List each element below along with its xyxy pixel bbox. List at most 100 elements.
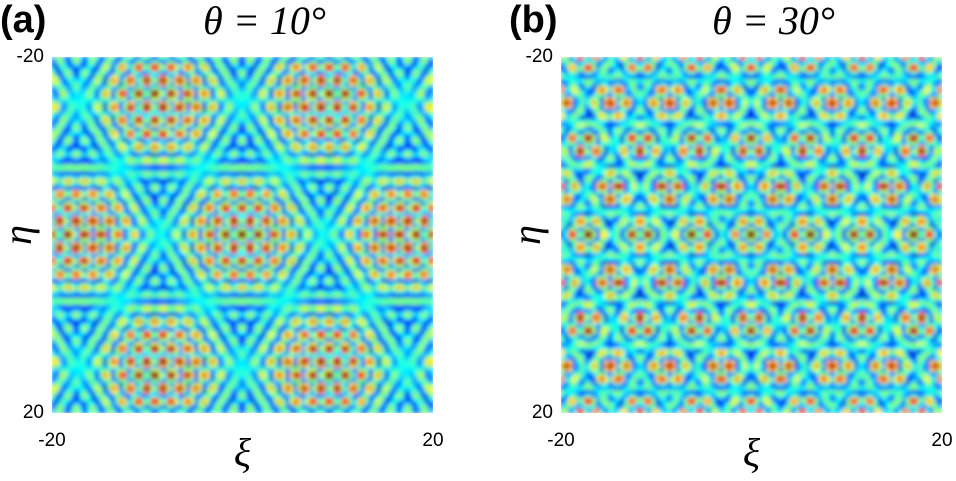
heatmap-cell (107, 368, 113, 373)
heatmap-cell (99, 312, 105, 318)
heatmap-cell (130, 323, 136, 329)
heatmap-cell (118, 108, 124, 114)
heatmap-cell (95, 393, 101, 399)
heatmap-cell (67, 393, 73, 399)
heatmap-cell (122, 86, 128, 91)
heatmap-cell (59, 293, 65, 299)
heatmap-cell (150, 164, 156, 169)
heatmap-cell (87, 353, 93, 358)
heatmap-cell (59, 227, 65, 232)
heatmap-cell (142, 152, 148, 158)
heatmap-cell (59, 401, 65, 407)
heatmap-cell (126, 375, 132, 381)
heatmap-cell (75, 264, 81, 269)
heatmap-cell (95, 245, 101, 251)
heatmap-cell (150, 393, 156, 399)
heatmap-cell (75, 304, 81, 310)
heatmap-cell (99, 375, 105, 381)
heatmap-cell (71, 208, 77, 214)
heatmap-cell (67, 104, 73, 110)
heatmap-cell (91, 182, 97, 188)
heatmap-cell (130, 279, 136, 284)
heatmap-cell (55, 112, 61, 117)
heatmap-cell (87, 379, 93, 384)
heatmap-cell (146, 249, 152, 255)
heatmap-cell (150, 253, 156, 258)
heatmap-cell (63, 115, 69, 121)
heatmap-cell (122, 253, 128, 258)
heatmap-cell (75, 152, 81, 158)
heatmap-cell (71, 112, 77, 117)
heatmap-cell (150, 375, 156, 381)
heatmap-cell (87, 267, 93, 273)
heatmap-cell (115, 345, 120, 351)
heatmap-cell (122, 375, 128, 381)
heatmap-cell (134, 119, 140, 125)
heatmap-cell (126, 334, 132, 340)
heatmap-cell (87, 319, 93, 325)
heatmap-cell (95, 152, 101, 158)
heatmap-cell (130, 371, 136, 377)
heatmap-cell (111, 293, 116, 299)
heatmap-cell (52, 234, 57, 240)
heatmap-cell (55, 67, 61, 73)
heatmap-cell (103, 115, 109, 121)
heatmap-cell (122, 316, 128, 321)
heatmap-cell (142, 71, 148, 77)
heatmap-cell (107, 86, 113, 91)
heatmap-cell (107, 349, 113, 355)
heatmap-cell (91, 241, 97, 247)
heatmap-cell (67, 223, 73, 229)
heatmap-cell (52, 190, 57, 195)
heatmap-cell (95, 379, 101, 384)
heatmap-cell (95, 193, 101, 199)
heatmap-cell (75, 82, 81, 88)
heatmap-cell (134, 390, 140, 395)
heatmap-cell (146, 138, 152, 143)
heatmap-cell (55, 390, 61, 395)
heatmap-cell (95, 112, 101, 117)
heatmap-cell (118, 371, 124, 377)
heatmap-cell (146, 141, 152, 147)
heatmap-cell (75, 327, 81, 332)
heatmap-cell (126, 86, 132, 91)
heatmap-cell (115, 397, 120, 403)
heatmap-cell (55, 386, 61, 392)
heatmap-cell (107, 171, 113, 177)
heatmap-cell (59, 119, 65, 125)
heatmap-cell (99, 145, 105, 151)
heatmap-cell (95, 212, 101, 217)
heatmap-cell (83, 89, 89, 95)
heatmap-cell (67, 330, 73, 336)
heatmap-cell (52, 293, 57, 299)
heatmap-cell (87, 145, 93, 151)
heatmap-cell (134, 379, 140, 384)
heatmap-cell (71, 97, 77, 102)
heatmap-cell (130, 126, 136, 132)
heatmap-cell (103, 227, 109, 232)
heatmap-cell (83, 141, 89, 147)
heatmap-cell (150, 145, 156, 151)
heatmap-cell (83, 93, 89, 99)
heatmap-cell (126, 57, 132, 62)
heatmap-cell (142, 160, 148, 166)
heatmap-cell (142, 193, 148, 199)
heatmap-cell (130, 197, 136, 203)
heatmap-cell (59, 82, 65, 88)
heatmap-cell (142, 360, 148, 366)
heatmap-cell (130, 405, 136, 410)
heatmap-cell (115, 230, 120, 236)
heatmap-cell (63, 208, 69, 214)
heatmap-cell (130, 379, 136, 384)
heatmap-cell (79, 386, 85, 392)
heatmap-cell (63, 141, 69, 147)
heatmap-cell (71, 238, 77, 243)
heatmap-cell (55, 275, 61, 280)
heatmap-cell (118, 360, 124, 366)
heatmap-cell (87, 286, 93, 292)
heatmap-cell (67, 301, 73, 306)
heatmap-cell (75, 145, 81, 151)
heatmap-cell (107, 71, 113, 77)
heatmap-cell (118, 271, 124, 277)
heatmap-cell (99, 279, 105, 284)
